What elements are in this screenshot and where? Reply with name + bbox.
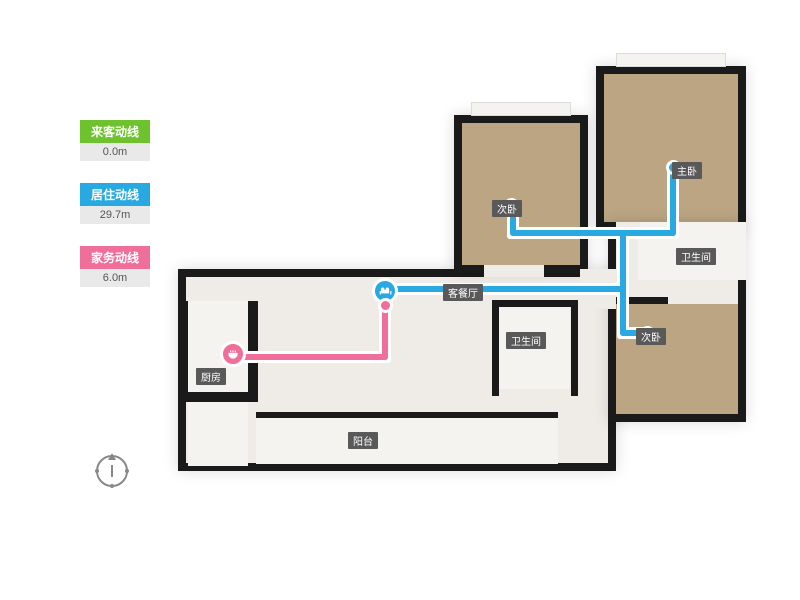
flow-seg-living [510,230,626,236]
room-label: 阳台 [348,432,378,449]
legend-item-guest: 来客动线 0.0m [80,120,150,161]
legend-value: 29.7m [80,206,150,224]
legend-label: 来客动线 [80,120,150,143]
room-upper-left-bed [454,115,588,273]
flow-junction [378,298,393,313]
room-label: 次卧 [492,200,522,217]
legend: 来客动线 0.0m 居住动线 29.7m 家务动线 6.0m [80,120,150,309]
room-kitchen-wallL [178,301,188,399]
room-kitchen-bottom [178,392,258,402]
legend-value: 6.0m [80,269,150,287]
legend-item-living: 居住动线 29.7m [80,183,150,224]
room-mid-bath-wallR [571,300,578,396]
room-kitchen-wallR [248,301,258,399]
flow-seg-housework [233,354,388,360]
room-right-col-bed [616,304,738,414]
legend-item-housework: 家务动线 6.0m [80,246,150,287]
room-label: 厨房 [196,368,226,385]
flow-seg-living [620,230,676,236]
legend-value: 0.0m [80,143,150,161]
room-mid-bath-wallL [492,300,499,396]
flow-endpoint-housework-pot-icon [220,341,246,367]
flow-seg-living [620,286,626,336]
flow-seg-living [382,286,626,292]
flow-seg-living [620,230,626,292]
room-balcony-top [256,412,558,418]
room-label: 客餐厅 [443,284,483,301]
room-upper-right-ledge [616,53,726,67]
room-mid-bath-wallT [492,300,578,307]
room-upper-left-ledge [471,102,571,116]
room-label: 主卧 [672,162,702,179]
room-label: 卫生间 [676,248,716,265]
compass-icon [96,455,128,487]
room-label: 卫生间 [506,332,546,349]
room-balcony [256,418,558,464]
legend-label: 家务动线 [80,246,150,269]
room-label: 次卧 [636,328,666,345]
legend-label: 居住动线 [80,183,150,206]
floorplan-canvas: 来客动线 0.0m 居住动线 29.7m 家务动线 6.0m 厨房阳台客餐厅卫生… [0,0,800,600]
room-bed-hall-gap1 [484,265,544,277]
